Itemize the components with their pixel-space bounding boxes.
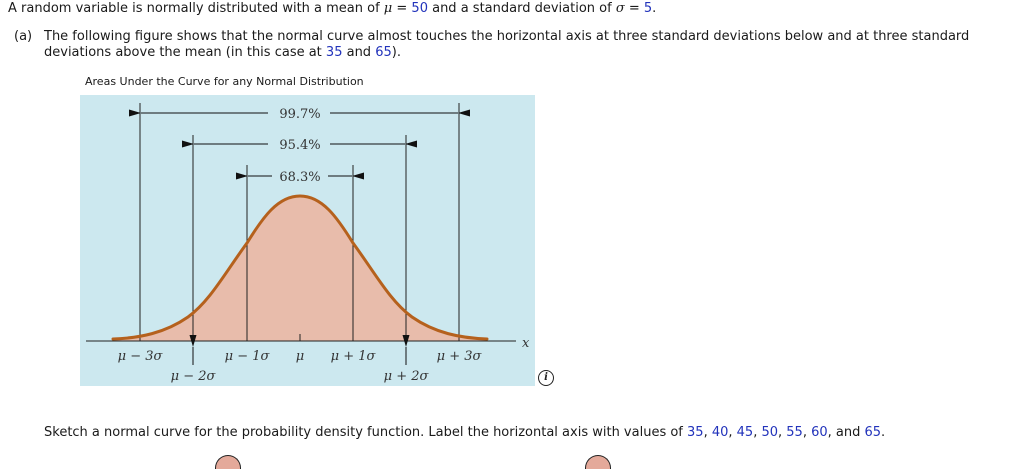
label-mu-minus-1sigma: μ − 1σ [225,349,271,364]
separator: , [778,425,787,440]
normal-distribution-figure: x 99.7% 95.4% 68.3% μ − 3σ μ − 1σ μ μ + … [80,95,535,386]
label-mu-plus-2sigma: μ + 2σ [384,369,430,384]
part-a: (a) The following figure shows that the … [14,29,1014,61]
separator: , [728,425,737,440]
figure-caption: Areas Under the Curve for any Normal Dis… [85,75,364,88]
graph-option-2-partial[interactable] [585,455,611,469]
sd-value: 5 [643,1,653,16]
equals-sign: = [392,1,412,16]
label-mu-plus-3sigma: μ + 3σ [437,349,483,364]
intro-text: A random variable is normally distribute… [8,1,384,16]
intro-middle-text: and a standard deviation of [427,1,616,16]
label-mu-minus-2sigma: μ − 2σ [171,369,217,384]
interval-68-3-label: 68.3% [279,170,320,185]
sigma-symbol: σ [615,1,625,16]
problem-statement: A random variable is normally distribute… [8,1,656,17]
and-text: and [342,45,376,60]
sketch-text-after: . [881,425,886,440]
axis-value-50: 50 [761,425,778,440]
axis-value-40: 40 [711,425,729,440]
equals-sign: = [624,1,644,16]
axis-value-45: 45 [736,425,754,440]
separator: , [802,425,812,440]
interval-95-4-label: 95.4% [279,138,320,153]
axis-value-65: 65 [864,425,882,440]
part-a-label: (a) [14,29,33,44]
label-mu-plus-1sigma: μ + 1σ [331,349,377,364]
last-connector: , and [827,425,865,440]
high-value: 65 [375,45,392,60]
part-a-text-after: ). [391,45,401,60]
normal-curve-diagram: x 99.7% 95.4% 68.3% μ − 3σ μ − 1σ μ μ + … [86,103,530,384]
mu-symbol: μ [383,1,393,16]
x-axis-label: x [522,336,530,351]
separator: , [753,425,762,440]
curve-fill-area [113,196,487,341]
part-a-text-before: The following figure shows that the norm… [44,29,970,60]
axis-value-35: 35 [687,425,704,440]
sketch-text-before: Sketch a normal curve for the probabilit… [44,425,688,440]
low-value: 35 [325,45,343,60]
part-a-text: The following figure shows that the norm… [44,29,1014,61]
axis-value-55: 55 [786,425,803,440]
info-icon[interactable]: i [538,370,554,386]
mean-value: 50 [411,1,428,16]
label-mu: μ [296,349,304,364]
label-mu-minus-3sigma: μ − 3σ [118,349,164,364]
sketch-instruction: Sketch a normal curve for the probabilit… [44,425,885,441]
graph-option-1-partial[interactable] [215,455,241,469]
intro-suffix: . [652,1,657,16]
interval-99-7-label: 99.7% [279,107,320,122]
axis-value-60: 60 [811,425,828,440]
separator: , [703,425,712,440]
normal-curve [111,194,489,341]
